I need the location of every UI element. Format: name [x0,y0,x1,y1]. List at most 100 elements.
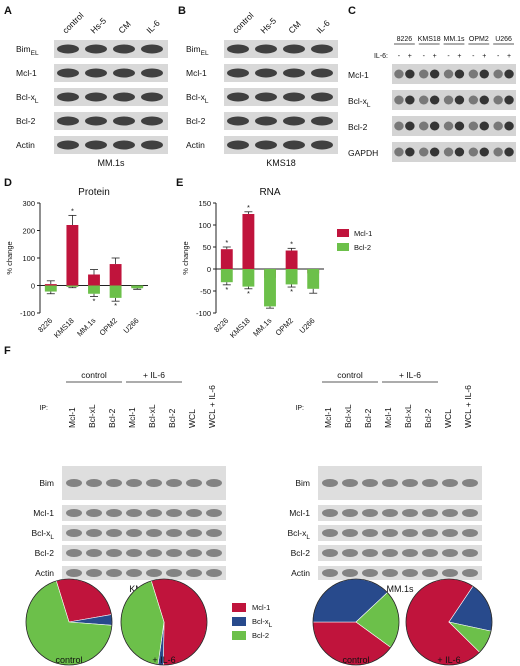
row-label-bim: Bim [295,478,310,488]
significance-star: * [290,287,293,296]
band [429,121,440,131]
band [146,569,162,577]
band [85,68,107,78]
band [106,569,122,577]
cell-line-label: U266 [495,36,512,43]
blot-strip [392,64,516,84]
row-label-mcl-1: Mcl-1 [16,68,37,78]
band [113,92,135,102]
pie-label: + IL-6 [152,655,175,665]
band [85,140,107,150]
y-tick-label: 300 [22,199,35,208]
bar-mcl-1 [44,284,57,286]
band [166,529,182,537]
row-label-bcl-x-subscript: L [50,534,54,541]
blot-strip [62,525,226,541]
panel-a-blot: control Hs-5 CM IL-6 BimEL Mcl-1 Bcl-xL Bcl-2 Ac… [16,10,168,168]
blot-strip [318,525,482,541]
row-label-bcl-2: Bcl-2 [35,548,55,558]
row-label-bim: BimEL [186,44,209,57]
blot-strip [54,136,168,154]
band [283,44,305,54]
band [141,92,163,102]
band [342,479,358,487]
ip-lane-label: Bcl-2 [423,408,433,428]
treatment-label: IL-6: [374,53,388,60]
legend-label-subscript: L [269,622,273,629]
row-label-mcl-1: Mcl-1 [186,68,207,78]
band [255,92,277,102]
band [382,479,398,487]
band [462,549,478,557]
band [402,509,418,517]
row-label-bcl-2: Bcl-2 [348,122,368,132]
group-label: control [81,370,107,380]
band [442,549,458,557]
panel-letter-e: E [176,177,183,189]
row-label-bcl-x: Bcl-xL [186,92,209,105]
category-label: MM.1s [75,316,97,338]
blot-strip [392,142,516,162]
significance-star: * [225,238,228,247]
band [57,140,79,150]
band [166,509,182,517]
band [311,44,333,54]
band [206,549,222,557]
il6-sign: + [507,53,511,60]
band [419,95,429,105]
y-axis-label: % change [5,241,14,274]
band [493,147,503,157]
y-tick-label: 200 [22,227,35,236]
row-label-bcl-x: Bcl-xL [16,92,39,105]
category-label: KMS18 [228,316,252,340]
row-label-actin: Actin [186,140,205,150]
ip-lane-label: Mcl-1 [383,407,393,428]
row-label-bcl-x-subscript: L [306,534,310,541]
band [86,529,102,537]
significance-star: * [93,297,96,306]
band [342,569,358,577]
row-label-bcl-2: Bcl-2 [16,116,36,126]
panel-letter-b: B [178,5,186,17]
row-label-bim: Bim [39,478,54,488]
band [227,44,249,54]
band [255,140,277,150]
row-label-bcl-x: Bcl-xL [287,528,310,541]
panel-f-blots: control + IL-6 IP: Mcl-1 Bcl-xL Bcl-2 Mcl-1 Bcl… [31,370,482,594]
panel-b-blot: control Hs-5 CM IL-6 BimEL Mcl-1 Bcl-xL Bcl-2 Ac… [186,10,338,168]
legend-swatch [337,243,349,251]
band [342,509,358,517]
band [113,116,135,126]
band [141,44,163,54]
y-tick-label: -100 [196,309,211,318]
category-label: KMS18 [52,316,76,340]
band [106,529,122,537]
blot-caption: KMS18 [266,158,296,168]
band [186,569,202,577]
lane-label: IL-6 [144,18,162,36]
band [462,479,478,487]
band [402,569,418,577]
band [405,121,415,131]
band [126,479,142,487]
significance-star: * [71,206,74,215]
legend-swatch [337,229,349,237]
row-label-bim-subscript: EL [201,50,209,57]
pie-label: + IL-6 [437,655,460,665]
band [493,95,503,105]
ip-lane-label: Mcl-1 [127,407,137,428]
ip-lane-label: WCL + IL-6 [463,385,473,428]
band [468,147,479,157]
band [57,68,79,78]
blot-strip [62,545,226,561]
blot-caption: MM.1s [98,158,126,168]
band [322,479,338,487]
il6-sign: + [408,53,412,60]
il6-sign: - [423,53,426,60]
band [283,92,305,102]
band [126,569,142,577]
band [322,549,338,557]
band [402,549,418,557]
lane-label: control [60,10,85,35]
band [255,44,277,54]
